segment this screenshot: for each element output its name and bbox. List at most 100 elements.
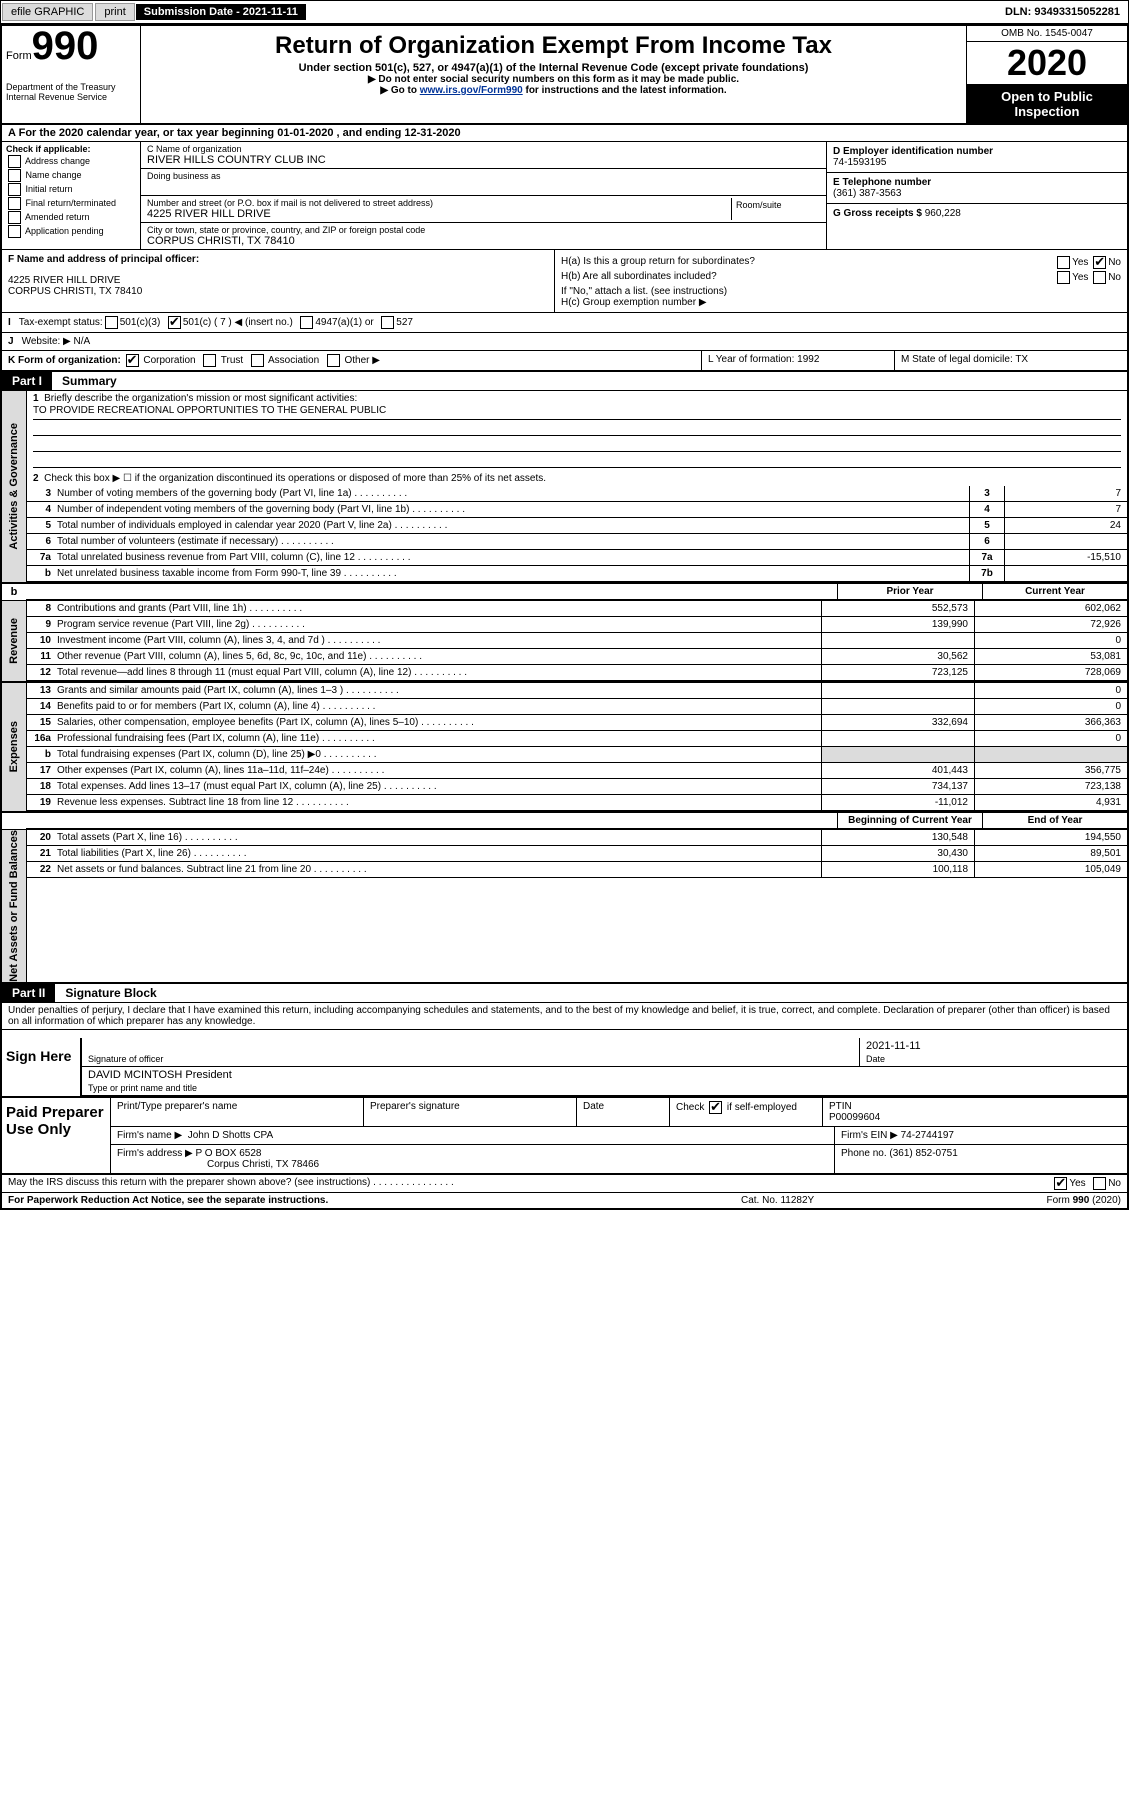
chk-self-employed[interactable] — [709, 1101, 722, 1114]
chk-app-pending[interactable] — [8, 225, 21, 238]
chk-assoc[interactable] — [251, 354, 264, 367]
box-b: Check if applicable: Address change Name… — [2, 142, 141, 249]
chk-trust[interactable] — [203, 354, 216, 367]
line-6: 6 Total number of volunteers (estimate i… — [27, 534, 1127, 550]
chk-corp[interactable] — [126, 354, 139, 367]
efile-button[interactable]: efile GRAPHIC — [2, 3, 93, 21]
form-id-box: Form 990 Department of the Treasury Inte… — [2, 26, 141, 123]
row-k: K Form of organization: Corporation Trus… — [2, 351, 1127, 372]
chk-name-change[interactable] — [8, 169, 21, 182]
line-18: 18 Total expenses. Add lines 13–17 (must… — [27, 779, 1127, 795]
line-3: 3 Number of voting members of the govern… — [27, 486, 1127, 502]
gross-receipts: 960,228 — [925, 208, 961, 219]
box-d-e-g: D Employer identification number 74-1593… — [826, 142, 1127, 249]
firm-phone: (361) 852-0751 — [889, 1148, 957, 1159]
discuss-question: May the IRS discuss this return with the… — [8, 1177, 941, 1190]
line-20: 20 Total assets (Part X, line 16) 130,54… — [27, 830, 1127, 846]
room-suite: Room/suite — [732, 198, 820, 220]
line-7a: 7a Total unrelated business revenue from… — [27, 550, 1127, 566]
line-17: 17 Other expenses (Part IX, column (A), … — [27, 763, 1127, 779]
ptin-value: P00099604 — [829, 1112, 1121, 1123]
firm-addr: P O BOX 6528 — [196, 1148, 262, 1159]
chk-hb-yes[interactable] — [1057, 271, 1070, 284]
form-subtitle: Under section 501(c), 527, or 4947(a)(1)… — [145, 62, 962, 74]
line-14: 14 Benefits paid to or for members (Part… — [27, 699, 1127, 715]
omb-number: OMB No. 1545-0047 — [967, 26, 1127, 42]
part2-header: Part II — [2, 984, 55, 1002]
form-title: Return of Organization Exempt From Incom… — [145, 32, 962, 60]
dept-label: Department of the Treasury Internal Reve… — [6, 82, 136, 102]
side-revenue: Revenue — [2, 601, 27, 681]
line-19: 19 Revenue less expenses. Subtract line … — [27, 795, 1127, 811]
footer-catno: Cat. No. 11282Y — [741, 1195, 941, 1206]
chk-ha-no[interactable] — [1093, 256, 1106, 269]
chk-address-change[interactable] — [8, 155, 21, 168]
chk-initial-return[interactable] — [8, 183, 21, 196]
line-10: 10 Investment income (Part VIII, column … — [27, 633, 1127, 649]
form-number: 990 — [32, 28, 99, 64]
chk-527[interactable] — [381, 316, 394, 329]
col-current: Current Year — [982, 584, 1127, 599]
website-value: N/A — [74, 336, 91, 347]
submission-date: Submission Date - 2021-11-11 — [136, 4, 306, 20]
officer-name: DAVID MCINTOSH President — [88, 1069, 1121, 1083]
line-21: 21 Total liabilities (Part X, line 26) 3… — [27, 846, 1127, 862]
box-h: H(a) Is this a group return for subordin… — [555, 250, 1127, 312]
row-a-period: A For the 2020 calendar year, or tax yea… — [2, 125, 1127, 142]
line-8: 8 Contributions and grants (Part VIII, l… — [27, 601, 1127, 617]
chk-ha-yes[interactable] — [1057, 256, 1070, 269]
footer-form: Form 990 (2020) — [941, 1195, 1121, 1206]
line-15: 15 Salaries, other compensation, employe… — [27, 715, 1127, 731]
declaration-text: Under penalties of perjury, I declare th… — [2, 1003, 1127, 1030]
ein-value: 74-1593195 — [833, 157, 1121, 168]
firm-name: John D Shotts CPA — [188, 1130, 273, 1141]
line-b: b Net unrelated business taxable income … — [27, 566, 1127, 582]
form-word: Form — [6, 50, 32, 62]
chk-501c3[interactable] — [105, 316, 118, 329]
part1-title: Summary — [52, 372, 1127, 390]
box-f: F Name and address of principal officer:… — [2, 250, 555, 312]
top-bar: efile GRAPHIC print Submission Date - 20… — [0, 0, 1129, 24]
part2-title: Signature Block — [55, 984, 1127, 1002]
org-address: 4225 RIVER HILL DRIVE — [147, 208, 731, 220]
chk-4947[interactable] — [300, 316, 313, 329]
footer-paperwork: For Paperwork Reduction Act Notice, see … — [8, 1195, 741, 1206]
chk-final-return[interactable] — [8, 197, 21, 210]
line-4: 4 Number of independent voting members o… — [27, 502, 1127, 518]
line-13: 13 Grants and similar amounts paid (Part… — [27, 683, 1127, 699]
part1-header: Part I — [2, 372, 52, 390]
org-name: RIVER HILLS COUNTRY CLUB INC — [147, 154, 820, 166]
chk-amended[interactable] — [8, 211, 21, 224]
line-16a: 16a Professional fundraising fees (Part … — [27, 731, 1127, 747]
print-button[interactable]: print — [95, 3, 134, 21]
line-5: 5 Total number of individuals employed i… — [27, 518, 1127, 534]
mission-text: TO PROVIDE RECREATIONAL OPPORTUNITIES TO… — [33, 405, 1121, 420]
firm-ein: 74-2744197 — [901, 1130, 954, 1141]
line-9: 9 Program service revenue (Part VIII, li… — [27, 617, 1127, 633]
row-j: J Website: ▶ N/A — [2, 333, 1127, 351]
year-formation: L Year of formation: 1992 — [701, 351, 894, 370]
col-begin: Beginning of Current Year — [837, 813, 982, 828]
box-c: C Name of organization RIVER HILLS COUNT… — [141, 142, 826, 249]
form-note2: Go to www.irs.gov/Form990 for instructio… — [145, 85, 962, 96]
chk-discuss-no[interactable] — [1093, 1177, 1106, 1190]
sign-date: 2021-11-11 — [866, 1040, 1121, 1054]
chk-other[interactable] — [327, 354, 340, 367]
state-domicile: M State of legal domicile: TX — [894, 351, 1127, 370]
phone-value: (361) 387-3563 — [833, 188, 1121, 199]
irs-link[interactable]: www.irs.gov/Form990 — [420, 85, 523, 96]
row-i: I Tax-exempt status: 501(c)(3) 501(c) ( … — [2, 313, 1127, 333]
chk-hb-no[interactable] — [1093, 271, 1106, 284]
header-right-box: OMB No. 1545-0047 2020 Open to Public In… — [966, 26, 1127, 123]
open-to-public: Open to Public Inspection — [967, 85, 1127, 123]
chk-discuss-yes[interactable] — [1054, 1177, 1067, 1190]
side-expenses: Expenses — [2, 683, 27, 811]
side-netassets: Net Assets or Fund Balances — [2, 830, 27, 982]
chk-501c[interactable] — [168, 316, 181, 329]
line-11: 11 Other revenue (Part VIII, column (A),… — [27, 649, 1127, 665]
paid-preparer-label: Paid Preparer Use Only — [2, 1098, 110, 1173]
dln-label: DLN: 93493315052281 — [997, 4, 1128, 20]
sign-here-label: Sign Here — [2, 1038, 80, 1096]
header-title-area: Return of Organization Exempt From Incom… — [141, 26, 966, 123]
form-990: Form 990 Department of the Treasury Inte… — [0, 24, 1129, 1210]
